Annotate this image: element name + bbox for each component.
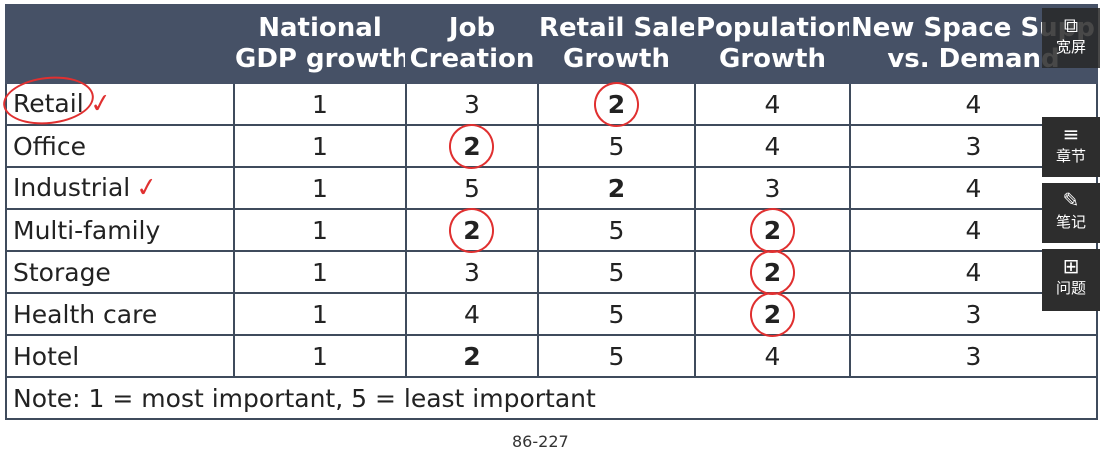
table-cell: 1 — [233, 166, 407, 210]
row-label: Storage — [5, 250, 235, 294]
table-cell: 3 — [405, 250, 539, 294]
circled-value: 2 — [763, 257, 782, 287]
table-row: Retail ✓ 1 3 2 4 4 — [5, 82, 1098, 126]
table-cell: 3 — [849, 334, 1098, 378]
retail-label: Retail — [13, 89, 84, 118]
table-cell: 2 — [405, 124, 539, 168]
table-cell: 5 — [537, 250, 696, 294]
table-cell: 5 — [537, 124, 696, 168]
row-label: Industrial ✓ — [5, 166, 235, 210]
widescreen-button[interactable]: ⧉ 宽屏 — [1042, 8, 1100, 68]
row-label: Office — [5, 124, 235, 168]
plus-chat-icon: ⊞ — [1062, 254, 1080, 278]
chapter-button[interactable]: ≡ 章节 — [1042, 117, 1100, 177]
menu-icon: ≡ — [1062, 122, 1080, 146]
table-row: Multi-family 1 2 5 2 4 — [5, 208, 1098, 252]
table-cell: 1 — [233, 124, 407, 168]
table-cell: 1 — [233, 292, 407, 336]
table-cell: 1 — [233, 250, 407, 294]
table-cell: 2 — [537, 166, 696, 210]
circled-value: 2 — [763, 215, 782, 245]
header-corner — [5, 4, 235, 84]
table-cell: 5 — [537, 292, 696, 336]
industrial-label: Industrial — [13, 173, 131, 202]
notes-button[interactable]: ✎ 笔记 — [1042, 183, 1100, 243]
header-population: Population Growth — [694, 4, 851, 84]
table-cell: 1 — [233, 208, 407, 252]
table-cell: 2 — [405, 208, 539, 252]
question-button[interactable]: ⊞ 问题 — [1042, 249, 1100, 311]
ranking-table: National GDP growth Job Creation Retail … — [5, 4, 1098, 420]
header-retail-sales: Retail Sales Growth — [537, 4, 696, 84]
circled-value: 2 — [463, 131, 481, 161]
question-label: 问题 — [1055, 279, 1086, 297]
fullscreen-icon: ⧉ — [1063, 13, 1079, 37]
table-cell: 2 — [537, 82, 696, 126]
table-cell: 5 — [537, 208, 696, 252]
check-mark-icon: ✓ — [134, 171, 161, 205]
table-cell: 5 — [537, 334, 696, 378]
table-cell: 4 — [694, 334, 851, 378]
table-cell: 2 — [694, 292, 851, 336]
circled-value: 2 — [607, 89, 626, 119]
table-row: Health care 1 4 5 2 3 — [5, 292, 1098, 336]
table-cell: 2 — [694, 208, 851, 252]
row-label: Health care — [5, 292, 235, 336]
table-row: Storage 1 3 5 2 4 — [5, 250, 1098, 294]
table-cell: 3 — [405, 82, 539, 126]
table-cell: 2 — [694, 250, 851, 294]
header-gdp: National GDP growth — [233, 4, 407, 84]
pencil-icon: ✎ — [1062, 188, 1080, 212]
check-mark-icon: ✓ — [87, 87, 114, 121]
chapter-label: 章节 — [1055, 147, 1086, 165]
table-row: Office 1 2 5 4 3 — [5, 124, 1098, 168]
table-cell: 3 — [694, 166, 851, 210]
header-row: National GDP growth Job Creation Retail … — [5, 4, 1098, 84]
ranking-table-container: National GDP growth Job Creation Retail … — [5, 4, 1098, 420]
table-cell: 5 — [405, 166, 539, 210]
row-label: Retail ✓ — [5, 82, 235, 126]
widescreen-label: 宽屏 — [1055, 38, 1086, 56]
table-cell: 4 — [694, 82, 851, 126]
table-cell: 1 — [233, 334, 407, 378]
table-cell: 2 — [405, 334, 539, 378]
circled-value: 2 — [763, 299, 782, 329]
row-label: Hotel — [5, 334, 235, 378]
table-row: Hotel 1 2 5 4 3 — [5, 334, 1098, 378]
table-row: Industrial ✓ 1 5 2 3 4 — [5, 166, 1098, 210]
header-job: Job Creation — [405, 4, 539, 84]
table-note: Note: 1 = most important, 5 = least impo… — [5, 376, 1098, 420]
circled-value: 2 — [463, 215, 481, 245]
table-cell: 4 — [694, 124, 851, 168]
note-row: Note: 1 = most important, 5 = least impo… — [5, 376, 1098, 420]
row-label: Multi-family — [5, 208, 235, 252]
table-cell: 1 — [233, 82, 407, 126]
notes-label: 笔记 — [1055, 213, 1086, 231]
table-cell: 4 — [405, 292, 539, 336]
